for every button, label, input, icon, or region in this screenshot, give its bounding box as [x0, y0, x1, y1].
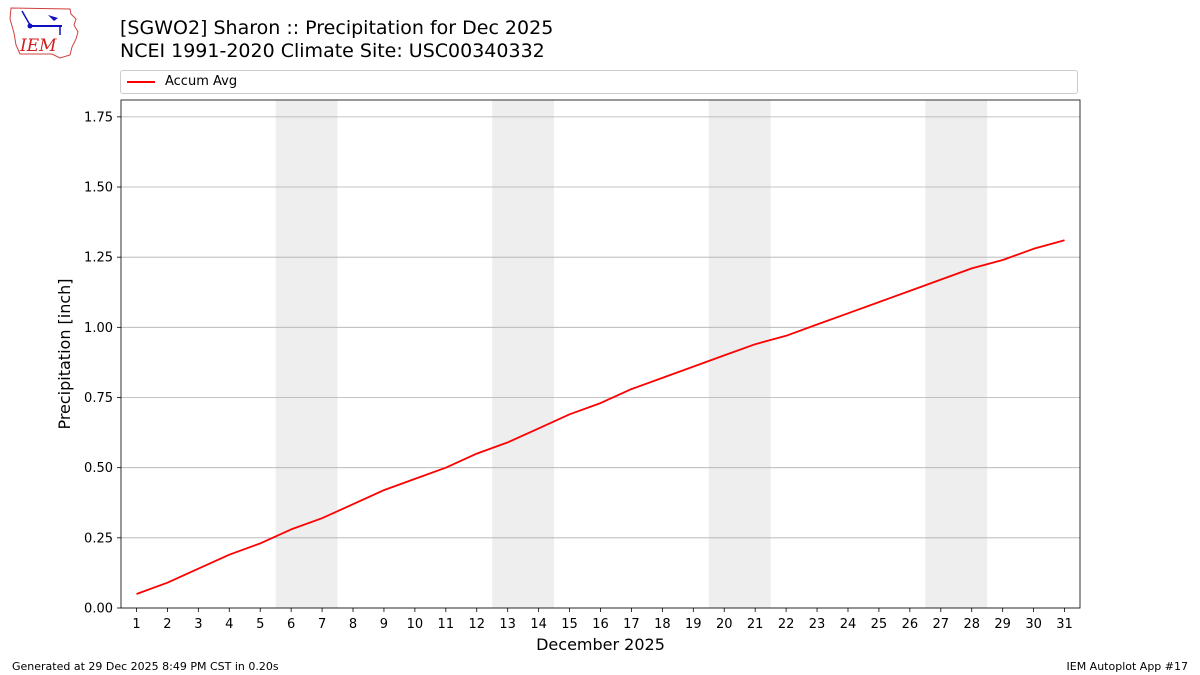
- x-tick-label: 24: [840, 617, 857, 632]
- x-tick-label: 29: [994, 617, 1011, 632]
- y-axis-label: Precipitation [inch]: [55, 278, 74, 429]
- x-tick-label: 11: [438, 617, 455, 632]
- iem-logo: IEM: [9, 7, 79, 59]
- y-tick-label: 0.50: [84, 461, 113, 476]
- x-tick-label: 8: [349, 617, 357, 632]
- y-tick-label: 1.75: [84, 110, 113, 125]
- x-tick-label: 2: [163, 617, 171, 632]
- x-tick-label: 31: [1056, 617, 1073, 632]
- y-tick-label: 1.00: [84, 321, 113, 336]
- x-tick-label: 30: [1025, 617, 1042, 632]
- x-tick-label: 4: [225, 617, 233, 632]
- logo-text: IEM: [19, 36, 57, 56]
- chart-subtitle: NCEI 1991-2020 Climate Site: USC00340332: [120, 40, 545, 62]
- weekend-band: [492, 100, 555, 608]
- x-tick-label: 3: [194, 617, 202, 632]
- weekend-band: [925, 100, 988, 608]
- y-tick-label: 0.75: [84, 391, 113, 406]
- x-tick-label: 7: [318, 617, 326, 632]
- x-tick-label: 23: [809, 617, 826, 632]
- y-tick-label: 1.25: [84, 251, 113, 266]
- x-tick-label: 17: [623, 617, 640, 632]
- x-tick-label: 1: [132, 617, 140, 632]
- x-tick-label: 26: [902, 617, 919, 632]
- x-tick-label: 10: [407, 617, 424, 632]
- legend-label: Accum Avg: [165, 74, 238, 89]
- x-tick-label: 20: [716, 617, 733, 632]
- legend: Accum Avg: [120, 70, 1078, 94]
- x-tick-label: 19: [685, 617, 702, 632]
- x-tick-label: 28: [963, 617, 980, 632]
- x-tick-label: 6: [287, 617, 295, 632]
- x-tick-label: 15: [561, 617, 578, 632]
- app-footer: IEM Autoplot App #17: [1066, 660, 1189, 673]
- x-tick-label: 5: [256, 617, 264, 632]
- x-tick-label: 16: [592, 617, 609, 632]
- x-tick-label: 18: [654, 617, 671, 632]
- y-tick-label: 0.00: [84, 602, 113, 617]
- y-tick-label: 0.25: [84, 531, 113, 546]
- x-tick-label: 13: [499, 617, 516, 632]
- plot-frame: [120, 99, 1081, 609]
- chart-title: [SGWO2] Sharon :: Precipitation for Dec …: [120, 17, 554, 39]
- x-tick-label: 9: [380, 617, 388, 632]
- x-tick-label: 27: [933, 617, 950, 632]
- x-tick-label: 12: [468, 617, 485, 632]
- y-tick-label: 1.50: [84, 181, 113, 196]
- legend-swatch: [127, 81, 155, 83]
- x-tick-label: 14: [530, 617, 547, 632]
- weekend-band: [708, 100, 771, 608]
- generated-footer: Generated at 29 Dec 2025 8:49 PM CST in …: [12, 660, 279, 673]
- x-axis-label: December 2025: [536, 635, 665, 654]
- series-line-accum-avg: [136, 239, 1065, 595]
- x-tick-label: 21: [747, 617, 764, 632]
- x-tick-label: 22: [778, 617, 795, 632]
- x-tick-label: 25: [871, 617, 888, 632]
